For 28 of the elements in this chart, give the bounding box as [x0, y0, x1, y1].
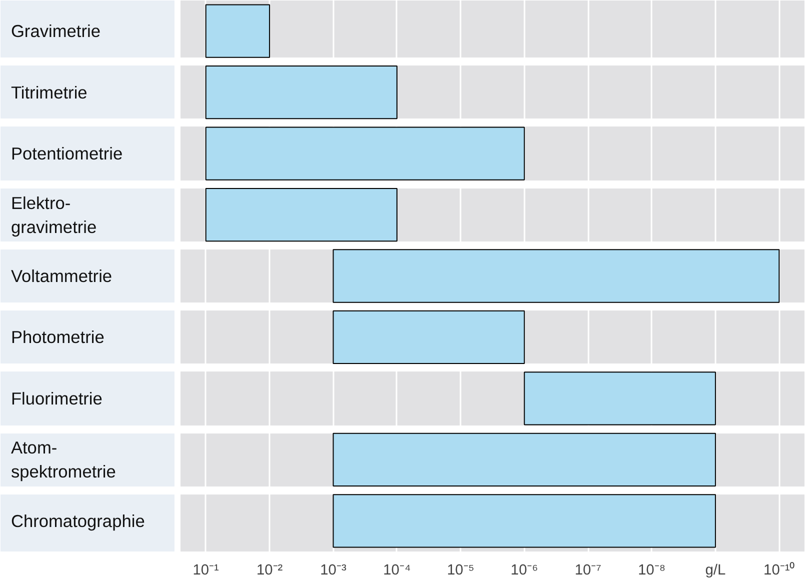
- bar: [205, 188, 398, 242]
- bar: [332, 249, 780, 303]
- bar: [205, 4, 270, 58]
- x-tick-label: 10⁻⁴: [383, 562, 411, 578]
- y-tick-label: Potentiometrie: [10, 144, 123, 164]
- y-tick-label: Photometrie: [10, 327, 104, 348]
- x-tick-label: 10⁻²: [256, 562, 283, 578]
- bar: [332, 310, 525, 364]
- y-tick-label: Gravimetrie: [10, 21, 100, 42]
- bar: [332, 432, 716, 486]
- bar: [205, 126, 525, 180]
- y-tick-label: Fluorimetrie: [10, 388, 102, 408]
- bar: [524, 372, 716, 426]
- x-tick-label: g/L: [705, 562, 726, 578]
- y-tick-label: Elektro- gravimetrie: [10, 192, 97, 237]
- y-tick-label: Voltammetrie: [10, 266, 112, 286]
- x-tick-label: 10⁻⁵: [446, 562, 474, 578]
- x-tick-label: 10⁻⁸: [638, 562, 666, 578]
- y-tick-label: Atom- spektrometrie: [10, 438, 116, 482]
- y-tick-label: Chromatographie: [10, 510, 145, 531]
- x-tick-label: 10⁻³: [320, 562, 346, 578]
- x-tick-label: 10⁻⁷: [574, 562, 602, 578]
- y-tick-label: Titrimetrie: [10, 82, 88, 102]
- bar: [332, 494, 716, 548]
- x-tick-label: 10⁻¹⁰: [764, 562, 795, 578]
- bar: [205, 66, 398, 120]
- x-tick-label: 10⁻¹: [192, 562, 220, 578]
- x-tick-label: 10⁻⁶: [510, 562, 538, 578]
